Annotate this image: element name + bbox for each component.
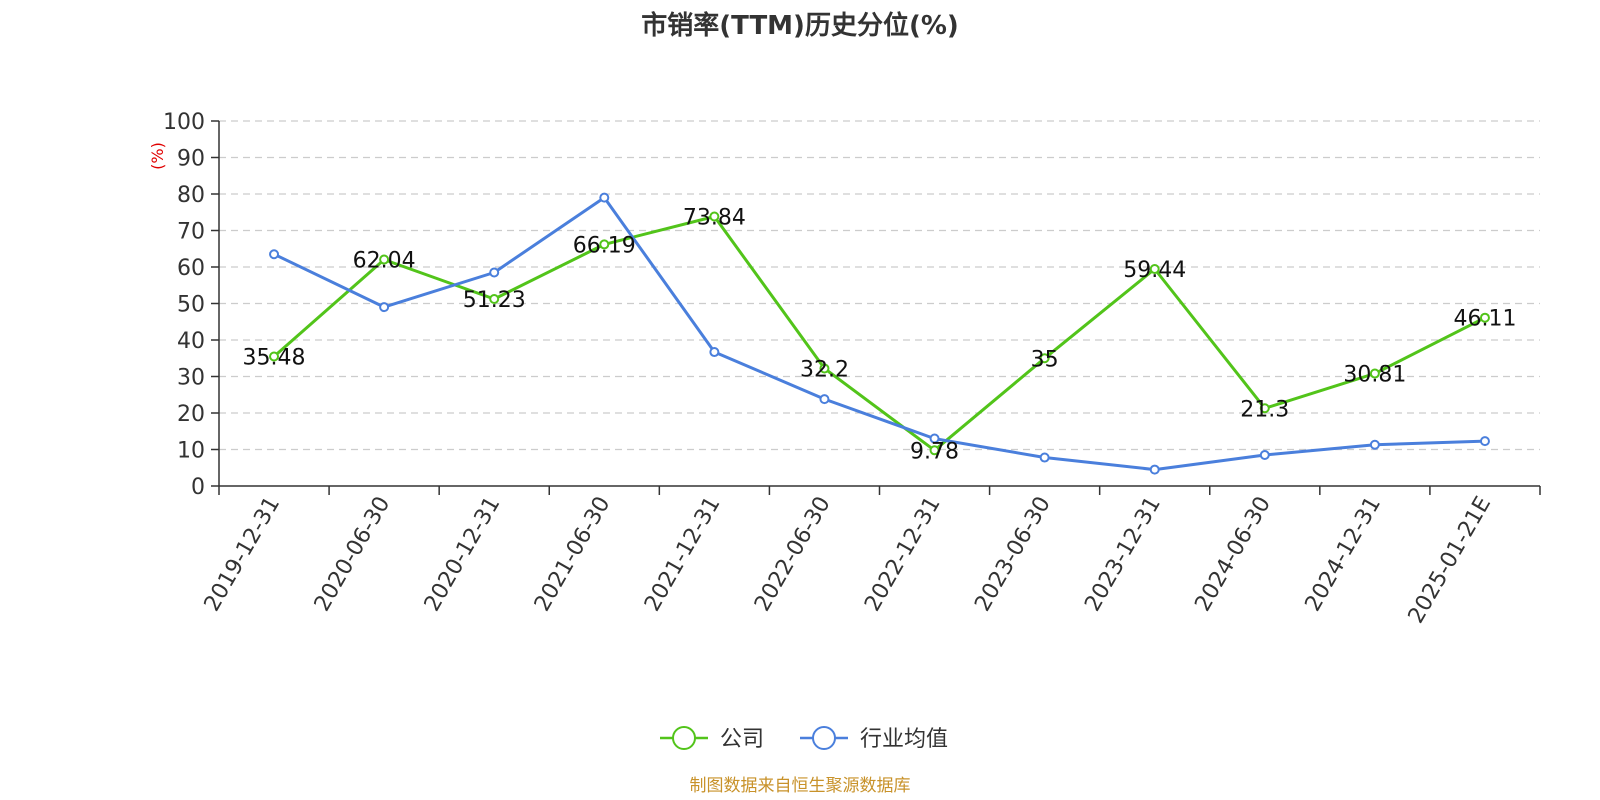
x-tick-label: 2019-12-31 [200,493,286,616]
y-tick-label: 100 [163,110,205,135]
series-line-1 [273,196,1486,472]
x-tick-label: 2022-12-31 [860,493,946,616]
data-point [599,239,610,250]
data-label: 66.19 [573,233,636,258]
data-point [489,267,500,278]
data-point [1369,439,1380,450]
data-point [269,351,280,362]
legend-marker [812,726,836,750]
data-label: 62.04 [353,249,416,274]
chart-title: 市销率(TTM)历史分位(%) [641,10,959,41]
legend-label: 行业均值 [860,727,948,752]
y-axis-label: (%) [148,142,167,170]
x-tick-label: 2023-06-30 [970,493,1056,616]
source-note: 制图数据来自恒生聚源数据库 [690,776,911,796]
data-point [1149,264,1160,275]
data-labels: 35.48 62.04 51.23 66.19 73.84 32.2 9.78 35 59.44… [243,205,1517,464]
data-point [819,394,830,405]
data-point [1479,436,1490,447]
data-label: 9.78 [910,439,959,464]
x-tick-label: 2021-12-31 [640,493,726,616]
legend-marker [672,726,696,750]
y-tick-label: 30 [177,366,205,391]
data-label: 59.44 [1123,258,1186,283]
data-label: 46.11 [1453,307,1516,332]
y-tick-label: 80 [177,183,205,208]
x-axis-ticks: 2019-12-31 2020-06-30 2020-12-31 2021-06-30… [200,486,1541,628]
data-point [379,254,390,265]
grid-lines [219,120,1540,451]
x-tick-label: 2023-12-31 [1080,493,1166,616]
data-point [1259,403,1270,414]
y-tick-label: 50 [177,293,205,318]
x-tick-label: 2025-01-21E [1404,493,1497,628]
x-tick-label: 2020-06-30 [310,493,396,616]
data-point [489,294,500,305]
legend: 公司 行业均值 [660,726,948,752]
data-point [1369,368,1380,379]
data-point [1479,312,1490,323]
data-point [709,211,720,222]
data-point [1039,452,1050,463]
data-label: 73.84 [683,205,746,230]
y-tick-label: 90 [177,147,205,172]
data-point [1259,449,1270,460]
data-label: 51.23 [463,288,526,313]
y-tick-label: 40 [177,329,205,354]
data-label: 35.48 [243,345,306,370]
data-point [1149,464,1160,475]
x-tick-label: 2021-06-30 [530,493,616,616]
x-tick-label: 2020-12-31 [420,493,506,616]
data-point [379,302,390,313]
y-tick-label: 70 [177,220,205,245]
y-tick-label: 60 [177,256,205,281]
data-point [929,433,940,444]
x-tick-label: 2024-06-30 [1190,493,1276,616]
y-tick-label: 20 [177,402,205,427]
data-label: 32.2 [800,357,849,382]
series-group [269,192,1490,475]
data-label: 35 [1031,347,1059,372]
legend-label: 公司 [720,727,764,752]
y-axis-ticks: 0 10 20 30 40 50 60 70 80 90 100 [163,110,219,500]
data-point [929,445,940,456]
data-point [269,249,280,260]
series-line-0 [273,215,1486,452]
x-tick-label: 2022-06-30 [750,493,836,616]
data-point [709,347,720,358]
data-label: 30.81 [1343,363,1406,388]
y-tick-label: 0 [191,475,205,500]
x-tick-label: 2024-12-31 [1300,493,1386,616]
data-point [599,192,610,203]
data-point [819,363,830,374]
data-label: 21.3 [1240,397,1289,422]
y-tick-label: 10 [177,439,205,464]
data-point [1039,353,1050,364]
